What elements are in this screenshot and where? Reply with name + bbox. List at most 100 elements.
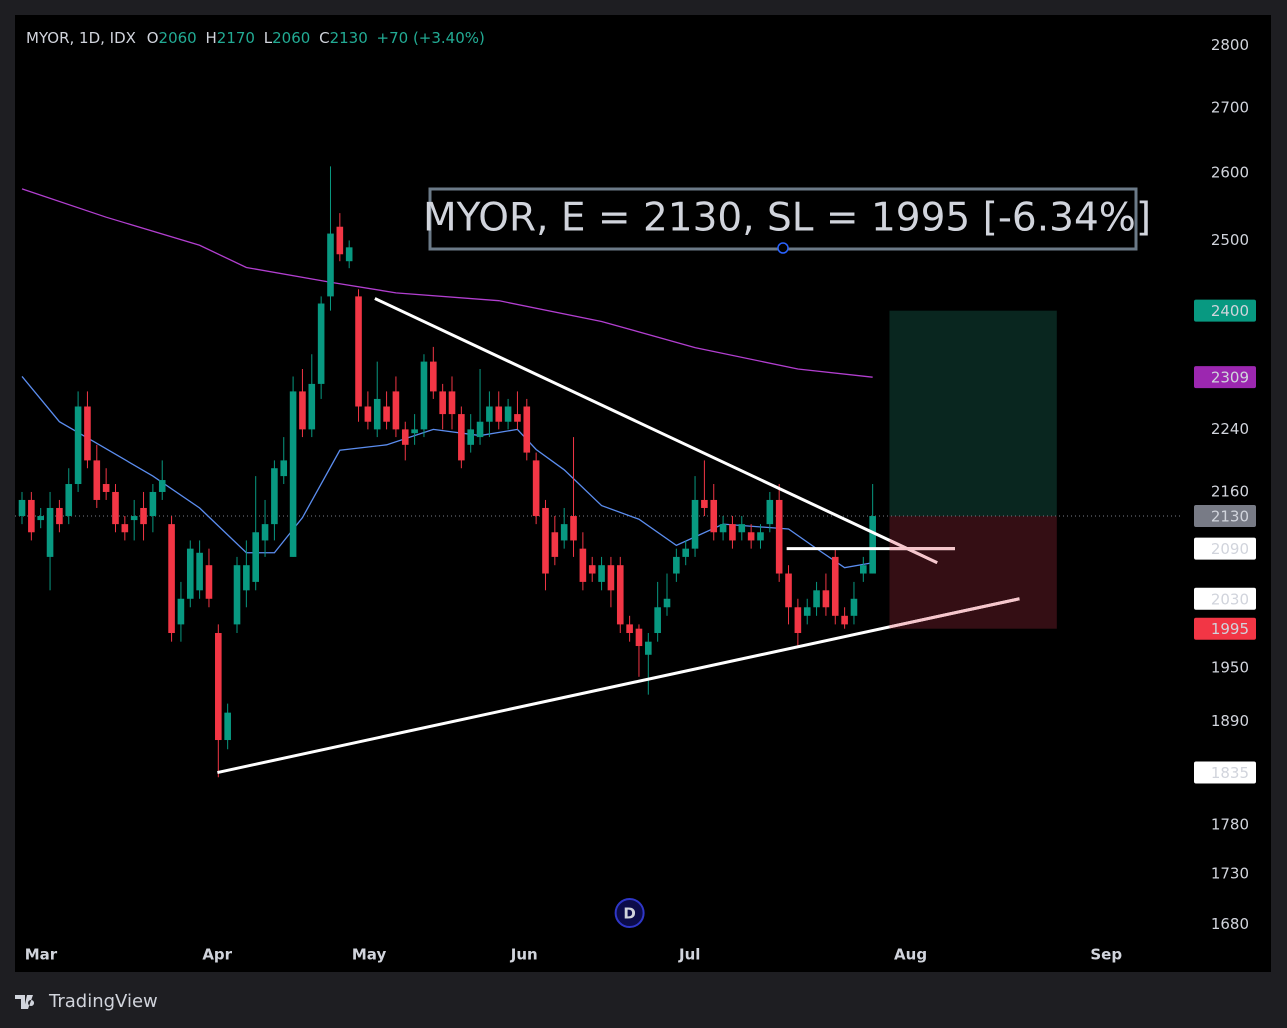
candle-body bbox=[46, 507, 54, 557]
candle-body bbox=[738, 524, 746, 533]
ohlc-value: 2060 bbox=[159, 29, 197, 47]
candle-body bbox=[458, 414, 465, 461]
price-box bbox=[1194, 366, 1256, 389]
candle-body bbox=[373, 398, 381, 430]
candle-body bbox=[345, 247, 353, 262]
candle-body bbox=[701, 499, 708, 508]
price-box bbox=[1194, 587, 1256, 610]
anchor-handle bbox=[777, 242, 789, 254]
candle-body bbox=[130, 516, 138, 521]
candle-body bbox=[233, 565, 241, 625]
candle-body bbox=[336, 226, 344, 255]
candle-body bbox=[850, 598, 858, 616]
candle-body bbox=[439, 391, 446, 415]
event-label: D bbox=[623, 905, 635, 923]
candle-body bbox=[682, 548, 690, 557]
candle-body bbox=[121, 524, 129, 533]
candle-body bbox=[224, 712, 231, 741]
candle-body bbox=[102, 484, 110, 492]
price-box-label: 2090 bbox=[1211, 540, 1249, 558]
candle-body bbox=[691, 499, 699, 549]
candle-body bbox=[803, 607, 811, 616]
x-tick-label: Sep bbox=[1090, 946, 1122, 964]
candle-body bbox=[196, 552, 203, 591]
price-box-label: 2030 bbox=[1211, 590, 1249, 608]
candle-body bbox=[813, 590, 820, 608]
price-box bbox=[1194, 537, 1256, 560]
ohlc-label: O bbox=[147, 29, 159, 47]
candle-body bbox=[392, 391, 400, 430]
candle-body bbox=[37, 516, 45, 521]
candle-body bbox=[411, 429, 418, 434]
candle-body bbox=[794, 607, 802, 634]
candle-body bbox=[355, 296, 362, 407]
candle-body bbox=[616, 565, 624, 625]
candle-body bbox=[18, 499, 26, 517]
x-tick-label: Jul bbox=[678, 946, 700, 964]
candle-body bbox=[729, 524, 736, 541]
candle-body bbox=[243, 565, 250, 591]
price-box-label: 1835 bbox=[1211, 764, 1249, 782]
candle-body bbox=[626, 624, 633, 634]
candle-body bbox=[710, 499, 718, 533]
y-tick-label: 1950 bbox=[1211, 658, 1249, 676]
candle-body bbox=[822, 590, 830, 608]
trendline-in-zone bbox=[888, 538, 938, 565]
y-tick-label: 1680 bbox=[1211, 915, 1249, 933]
candle-body bbox=[158, 480, 166, 492]
trendline-in-zone bbox=[889, 597, 1020, 629]
candle-body bbox=[93, 460, 101, 500]
candle-body bbox=[747, 532, 755, 541]
candle-body bbox=[448, 391, 456, 415]
x-tick-label: Aug bbox=[894, 946, 927, 964]
brand: TradingView bbox=[48, 991, 158, 1012]
ohlc-value: 2170 bbox=[217, 29, 255, 47]
candle-body bbox=[570, 516, 577, 541]
candle-body bbox=[317, 303, 325, 384]
annotation: MYOR, E = 2130, SL = 1995 [-6.34%] bbox=[423, 196, 1151, 241]
candle-body bbox=[495, 406, 503, 422]
candle-body bbox=[168, 524, 175, 634]
marks: 1680 1730 1780 1890 1950 2160 2240 2500 2600 2700… bbox=[15, 36, 1256, 964]
change: +70 (+3.40%) bbox=[377, 29, 485, 47]
ohlc-label: C bbox=[319, 29, 329, 47]
logo-icon bbox=[15, 995, 35, 1009]
price-box-label: 2130 bbox=[1211, 508, 1249, 526]
event-marker bbox=[614, 898, 645, 928]
price-box bbox=[1194, 617, 1256, 640]
candle-body bbox=[476, 421, 484, 438]
candle-body bbox=[831, 556, 839, 616]
candle-body bbox=[560, 524, 568, 541]
candle-body bbox=[65, 484, 73, 517]
x-tick-label: Mar bbox=[25, 946, 58, 964]
ohlc-label: L bbox=[264, 29, 273, 47]
candle-body bbox=[84, 406, 91, 461]
candle-body bbox=[869, 516, 876, 574]
ohlc-label: H bbox=[206, 29, 217, 47]
y-tick-label: 2700 bbox=[1211, 99, 1249, 117]
candle-body bbox=[654, 607, 661, 634]
moving-average bbox=[21, 188, 873, 378]
price-box bbox=[1194, 761, 1256, 784]
target-zone bbox=[889, 310, 1057, 517]
candle-body bbox=[607, 565, 615, 591]
candle-body bbox=[775, 499, 783, 574]
candle-body bbox=[299, 391, 306, 430]
candle-body bbox=[271, 468, 278, 525]
y-tick-label: 2800 bbox=[1211, 36, 1249, 54]
candle-body bbox=[635, 628, 643, 647]
candle-body bbox=[598, 565, 605, 582]
candle-body bbox=[841, 615, 848, 625]
x-tick-label: Jun bbox=[510, 946, 538, 964]
candle-body bbox=[579, 548, 587, 582]
price-box-label: 2400 bbox=[1211, 302, 1249, 320]
candle-body bbox=[523, 406, 531, 453]
legend-header: MYOR, 1D, IDX O2060 H2170 L2060 C2130 +7… bbox=[26, 29, 485, 47]
candle-body bbox=[645, 641, 652, 655]
y-tick-label: 1730 bbox=[1211, 864, 1249, 882]
symbol: MYOR, 1D, IDX bbox=[26, 29, 136, 47]
candle-body bbox=[551, 532, 559, 557]
candle-body bbox=[766, 499, 774, 525]
y-tick-label: 2160 bbox=[1211, 482, 1249, 500]
candle-body bbox=[112, 491, 119, 525]
